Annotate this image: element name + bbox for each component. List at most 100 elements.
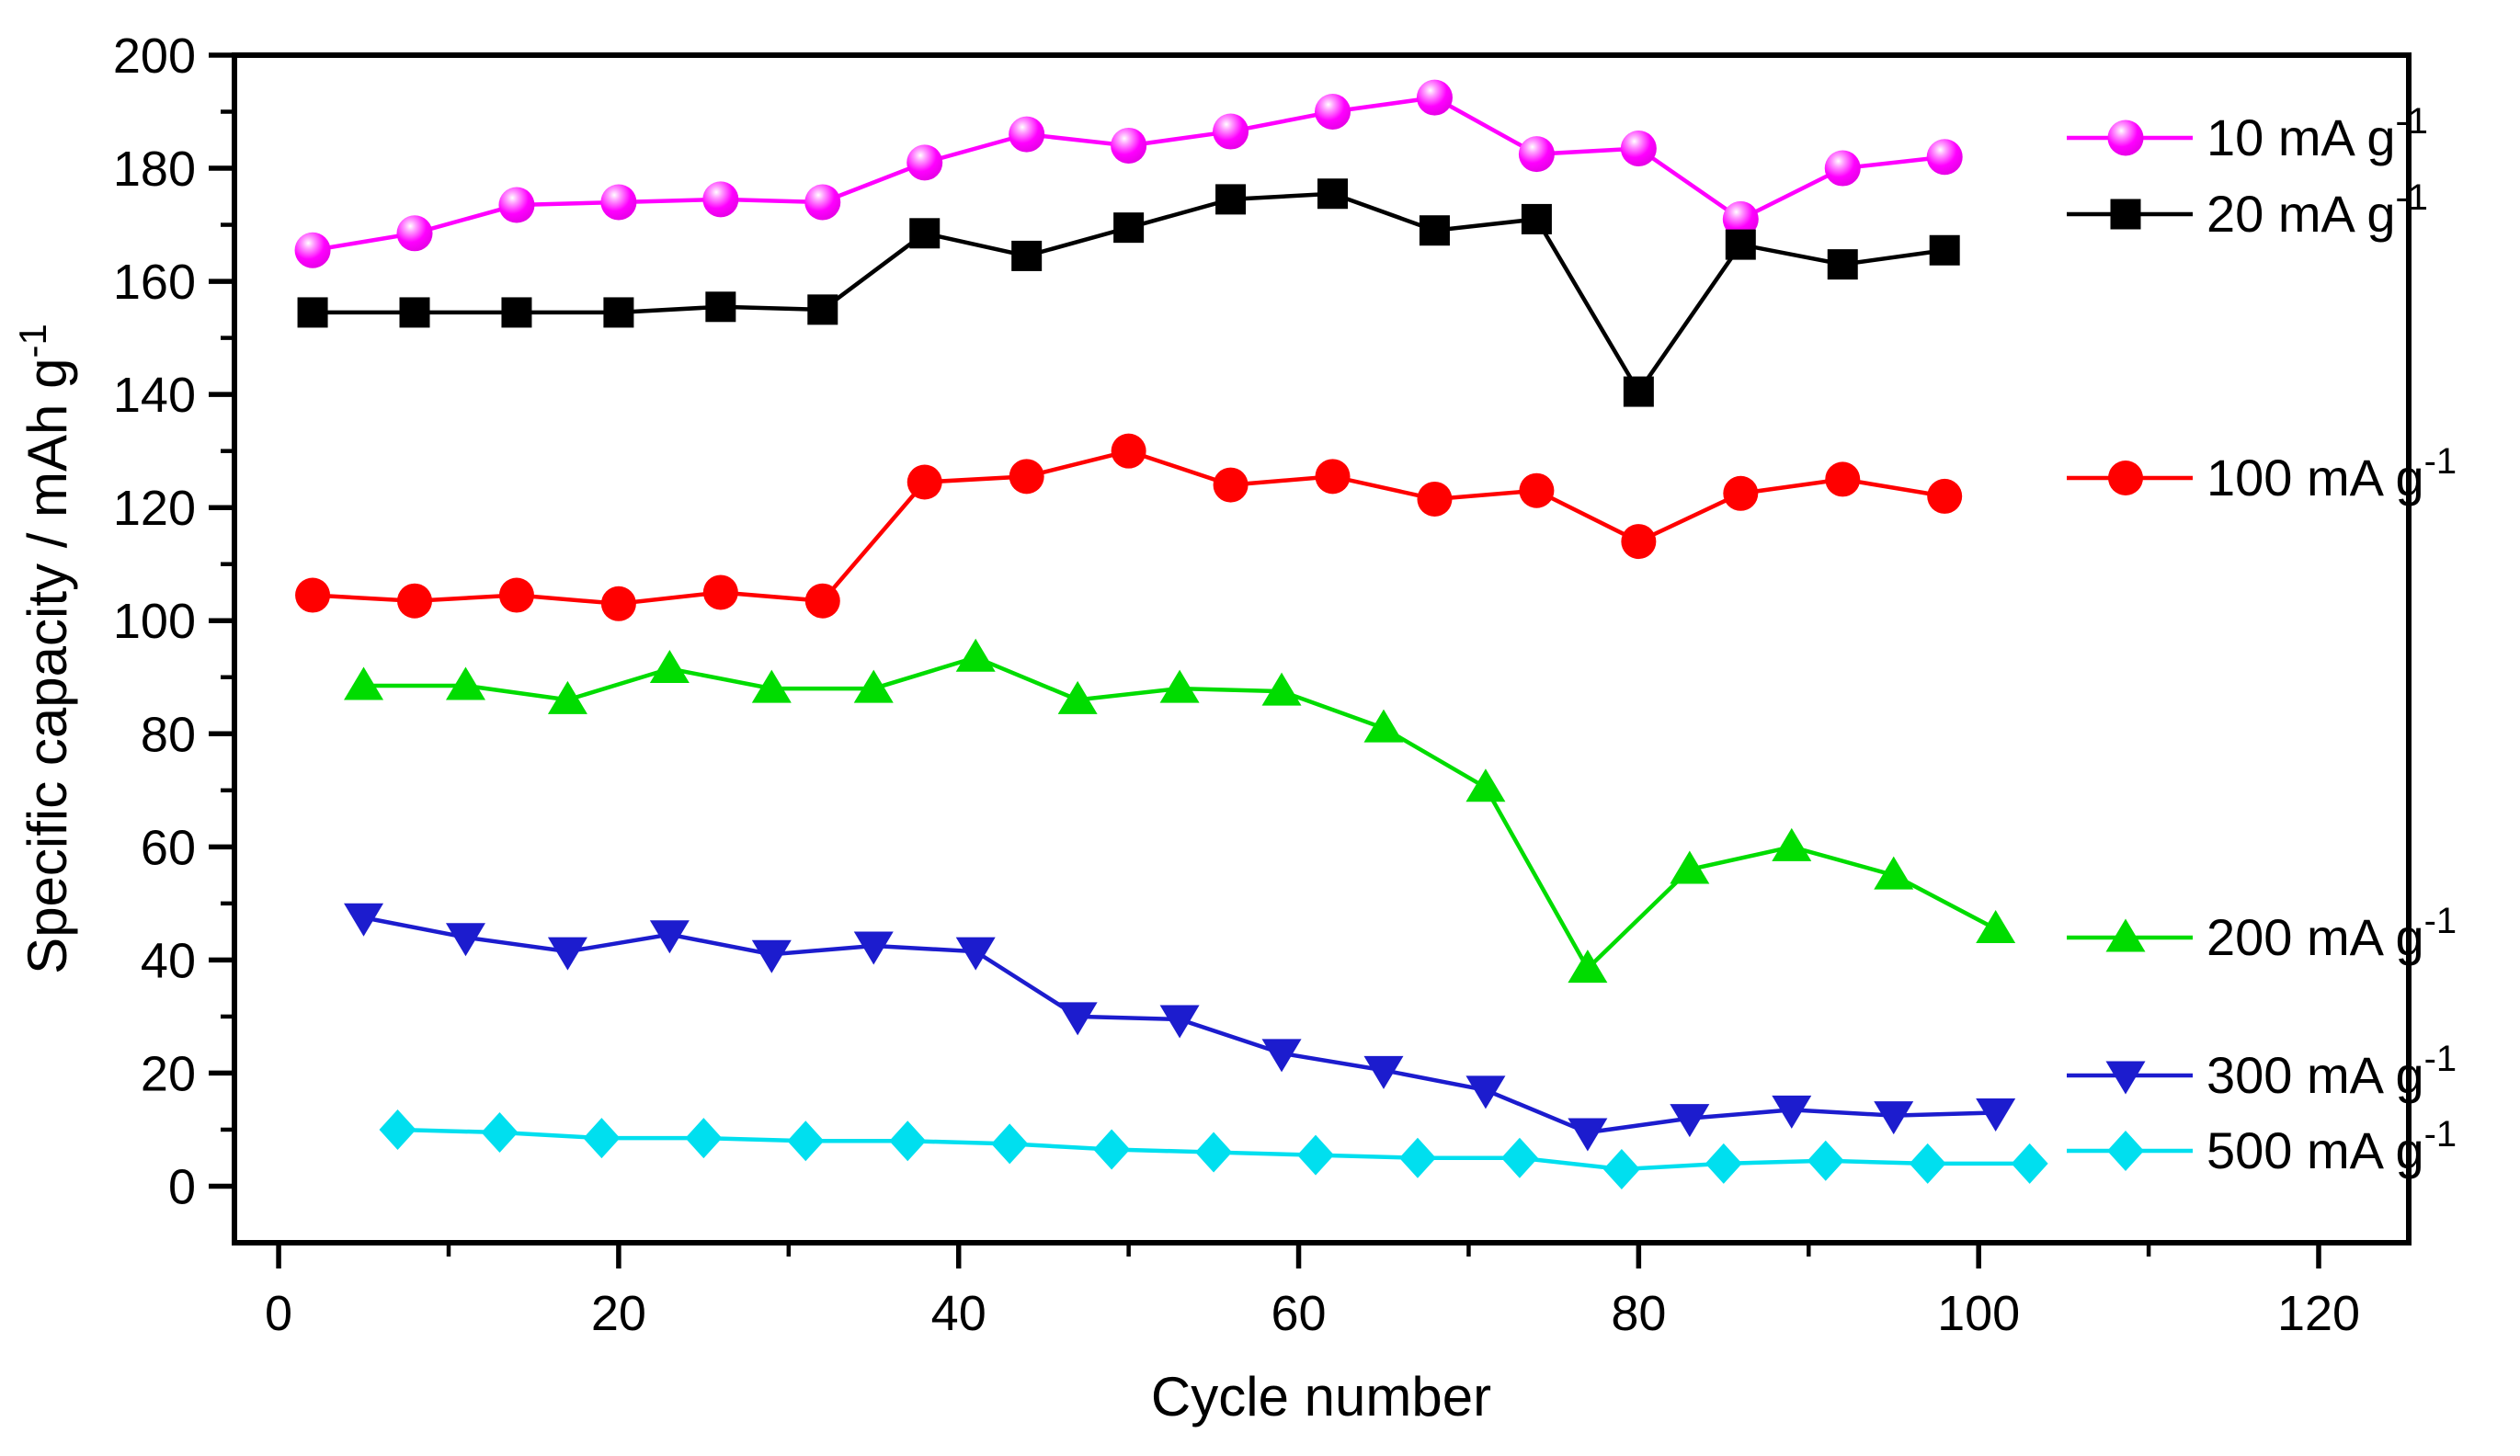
- data-point-circle: [1213, 467, 1249, 503]
- data-point-triangle-up: [344, 666, 384, 700]
- data-point-sphere: [498, 187, 535, 223]
- data-point-sphere: [1315, 94, 1351, 131]
- x-tick-label: 20: [591, 1286, 646, 1341]
- data-point-diamond: [889, 1120, 927, 1162]
- data-point-triangle-down: [751, 939, 792, 973]
- data-point-diamond: [991, 1123, 1029, 1165]
- plot-layer: [294, 79, 2048, 1190]
- data-point-circle: [1009, 459, 1044, 495]
- data-point-triangle-up: [445, 666, 485, 700]
- data-point-triangle-up: [1874, 856, 1914, 890]
- data-point-square: [399, 297, 430, 328]
- data-point-diamond: [1909, 1143, 1946, 1184]
- series-10-mA-g: [294, 79, 1963, 268]
- data-point-triangle-down: [853, 931, 894, 965]
- y-tick-label: 40: [141, 933, 196, 988]
- data-point-triangle-up: [1670, 850, 1710, 884]
- series-line: [312, 449, 1945, 607]
- y-tick-label: 120: [113, 481, 196, 536]
- legend-item: 100 mA g-1: [2067, 441, 2457, 506]
- data-point-diamond: [379, 1109, 416, 1150]
- x-tick-label: 120: [2277, 1286, 2360, 1341]
- y-tick-label: 140: [113, 368, 196, 423]
- data-point-sphere: [1722, 200, 1759, 237]
- data-point-circle: [907, 464, 942, 500]
- data-point-square: [1317, 178, 1349, 210]
- data-point-diamond: [1093, 1129, 1131, 1170]
- data-point-sphere: [907, 144, 943, 181]
- series-300-mA-g: [344, 903, 2016, 1152]
- data-point-sphere: [2107, 119, 2144, 156]
- legend-item: 20 mA g-1: [2067, 177, 2428, 243]
- data-point-triangle-up: [955, 638, 996, 672]
- y-tick-label: 180: [113, 142, 196, 197]
- legend-label: 300 mA g-1: [2206, 1039, 2457, 1104]
- data-point-circle: [1111, 433, 1146, 469]
- series-20-mA-g: [297, 178, 1960, 407]
- axis-layer: 0 20 40 60 80 100 120 0 20 40 60 80 100 120 140 160 180 2…: [113, 28, 2412, 1341]
- data-point-diamond: [1807, 1140, 1844, 1181]
- y-axis-title: Specific capacity / mAh g-1: [11, 324, 78, 974]
- y-tick-label: 60: [141, 820, 196, 875]
- data-point-square: [1623, 376, 1654, 407]
- data-point-sphere: [1824, 150, 1861, 187]
- data-point-triangle-up: [547, 680, 587, 714]
- legend-label: 20 mA g-1: [2206, 177, 2428, 243]
- data-point-circle: [1723, 475, 1759, 511]
- data-point-square: [2110, 199, 2141, 230]
- y-axis-title-superscript: -1: [11, 324, 54, 358]
- x-tick-label: 100: [1937, 1286, 2020, 1341]
- data-point-circle: [1927, 478, 1963, 514]
- data-point-square: [1521, 203, 1552, 234]
- legend-item: 300 mA g-1: [2067, 1039, 2457, 1104]
- data-point-triangle-up: [649, 650, 690, 684]
- data-point-sphere: [600, 184, 637, 221]
- data-point-sphere: [1926, 139, 1963, 176]
- data-point-triangle-up: [853, 669, 894, 703]
- data-point-triangle-up: [1465, 768, 1506, 802]
- data-point-circle: [1621, 524, 1657, 560]
- legend-label: 100 mA g-1: [2206, 441, 2457, 506]
- data-point-diamond: [1705, 1143, 1742, 1184]
- data-point-triangle-up: [1261, 672, 1302, 706]
- legend: 10 mA g-1 20 mA g-1 100 mA g-1 200 mA g-1 30…: [2067, 101, 2457, 1179]
- data-point-diamond: [685, 1118, 723, 1159]
- legend-label: 10 mA g-1: [2206, 101, 2428, 166]
- data-point-triangle-down: [1465, 1075, 1506, 1109]
- data-point-triangle-down: [1261, 1039, 1302, 1073]
- data-point-triangle-down: [1874, 1101, 1914, 1135]
- data-point-sphere: [1620, 131, 1657, 167]
- data-point-sphere: [1111, 127, 1147, 164]
- data-point-triangle-down: [1568, 1118, 1608, 1152]
- data-point-sphere: [1518, 136, 1555, 173]
- data-point-triangle-down: [649, 920, 690, 954]
- data-point-sphere: [804, 184, 841, 221]
- legend-item: 10 mA g-1: [2067, 101, 2428, 166]
- data-point-circle: [1315, 459, 1351, 495]
- data-point-diamond: [2107, 1131, 2144, 1171]
- data-point-diamond: [787, 1120, 825, 1162]
- x-tick-label: 60: [1271, 1286, 1326, 1341]
- data-point-square: [1929, 234, 1960, 266]
- data-point-diamond: [1398, 1137, 1436, 1178]
- legend-label: 200 mA g-1: [2206, 901, 2457, 966]
- data-point-diamond: [583, 1118, 621, 1159]
- y-tick-label: 200: [113, 28, 196, 84]
- x-tick-label: 80: [1611, 1286, 1666, 1341]
- data-point-square: [909, 218, 941, 249]
- data-point-diamond: [2011, 1143, 2048, 1184]
- legend-label: 500 mA g-1: [2206, 1114, 2457, 1179]
- data-point-triangle-up: [1976, 910, 2016, 944]
- series-500-mA-g: [379, 1109, 2048, 1190]
- data-point-triangle-up: [1057, 680, 1098, 714]
- data-point-square: [1113, 212, 1145, 244]
- data-point-circle: [2108, 461, 2143, 495]
- x-axis-title: Cycle number: [1151, 1366, 1491, 1428]
- legend-item: 500 mA g-1: [2067, 1114, 2457, 1179]
- data-point-triangle-down: [1670, 1104, 1710, 1138]
- data-point-square: [501, 297, 532, 328]
- data-point-sphere: [396, 215, 433, 252]
- data-point-sphere: [294, 232, 331, 268]
- data-point-square: [1215, 184, 1247, 215]
